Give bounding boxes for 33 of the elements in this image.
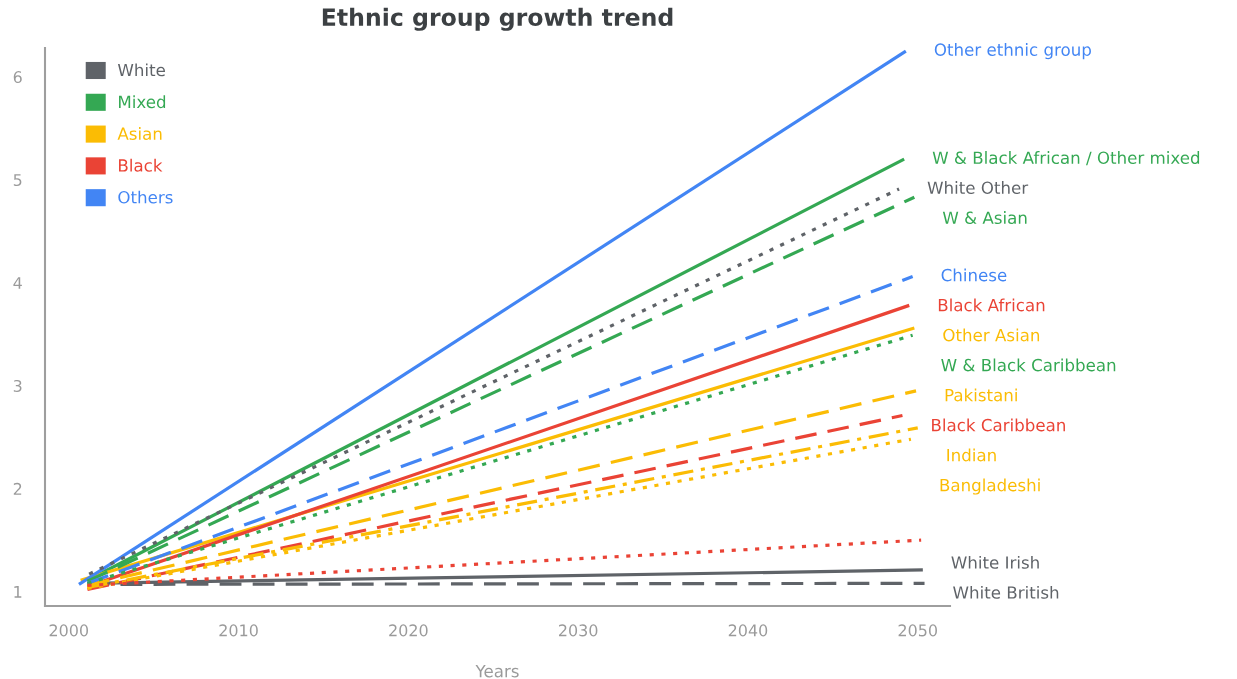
y-tick-label: 1: [14, 586, 22, 598]
y-tick-label: 3: [13, 379, 22, 392]
y-tick-label: 6: [13, 71, 22, 84]
annotation: White Irish: [951, 555, 1039, 569]
x-axis-title: Years: [475, 665, 519, 678]
annotation: Black Caribbean: [932, 418, 1065, 432]
annotation: Indian: [947, 448, 996, 462]
annotation: Other Asian: [943, 328, 1040, 342]
annotation: W & Black Caribbean: [941, 358, 1116, 372]
annotation: Bangladeshi: [940, 478, 1040, 495]
annotation: White British: [953, 585, 1059, 599]
legend-label: Mixed: [119, 95, 166, 109]
legend-label: Asian: [117, 127, 162, 140]
annotation: W & Asian: [942, 211, 1027, 225]
annotation: Chinese: [941, 268, 1007, 282]
y-tick-label: 5: [13, 174, 22, 187]
annotation: Pakistani: [945, 388, 1017, 402]
annotation: W & Black African / Other mixed: [932, 151, 1200, 166]
legend-label: Black: [119, 158, 163, 172]
annotation: White Other: [927, 181, 1029, 195]
annotation: Black African: [938, 298, 1045, 312]
x-tick-label: 2040: [728, 624, 768, 637]
legend-label: Others: [118, 190, 173, 204]
x-tick-label: 2020: [389, 624, 428, 637]
y-tick-label: 4: [13, 277, 22, 289]
chart-title: Ethnic group growth trend: [322, 7, 673, 31]
annotation: Other ethnic group: [934, 43, 1091, 60]
x-tick-label: 2000: [49, 624, 89, 637]
legend-label: White: [117, 63, 165, 77]
x-tick-label: 2010: [219, 624, 258, 637]
x-tick-label: 2050: [898, 624, 937, 637]
y-tick-label: 2: [13, 482, 22, 495]
x-tick-label: 2030: [559, 624, 598, 637]
